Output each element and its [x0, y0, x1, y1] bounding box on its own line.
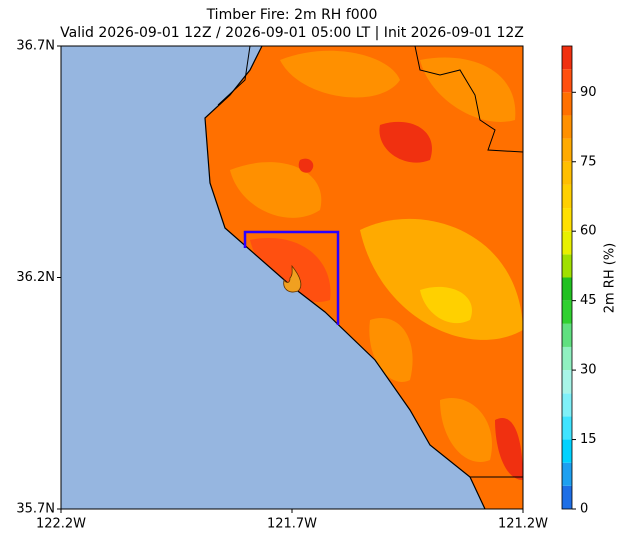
colorbar-segment	[562, 69, 572, 93]
colorbar-segment	[562, 323, 572, 347]
colorbar-frame	[561, 45, 573, 510]
colorbar-segment	[562, 462, 572, 486]
colorbar-segment	[562, 393, 572, 417]
colorbar-segment	[562, 485, 572, 509]
colorbar-label: 2m RH (%)	[603, 243, 618, 314]
y-tick-label: 36.2N	[16, 270, 55, 285]
colorbar-segment	[562, 208, 572, 232]
x-tick-label: 121.7W	[267, 517, 317, 532]
colorbar-segment	[562, 115, 572, 139]
colorbar-segment	[562, 138, 572, 162]
x-tick-label: 122.2W	[36, 517, 86, 532]
land-field	[205, 46, 523, 509]
fire-icon	[283, 264, 302, 293]
y-tick-label: 35.7N	[16, 502, 55, 517]
colorbar-segment	[562, 370, 572, 394]
colorbar-tick-label: 15	[580, 432, 597, 447]
chart-subtitle: Valid 2026-09-01 12Z / 2026-09-01 05:00 …	[60, 25, 524, 41]
chart-title: Timber Fire: 2m RH f000	[206, 7, 378, 23]
perimeter-box	[243, 230, 340, 325]
colorbar-tick-label: 0	[580, 502, 588, 517]
colorbar-tick-label: 90	[580, 85, 597, 100]
colorbar-tick-label: 60	[580, 224, 597, 239]
y-tick-label: 36.7N	[16, 39, 55, 54]
x-tick-label: 121.2W	[498, 517, 548, 532]
colorbar-segment	[562, 46, 572, 70]
colorbar-tick-label: 45	[580, 293, 597, 308]
colorbar-tick-label: 75	[580, 154, 597, 169]
colorbar-segment	[562, 184, 572, 209]
colorbar-segment	[562, 416, 572, 440]
colorbar-segment	[562, 300, 572, 324]
colorbar-segment	[562, 92, 572, 116]
boundary	[217, 45, 524, 478]
colorbar-tick-label: 30	[580, 363, 597, 378]
colorbar-segment	[562, 439, 572, 463]
colorbar-segment	[562, 277, 572, 301]
colorbar-segment	[562, 161, 572, 185]
colorbar-segment	[562, 231, 572, 255]
colorbar-segment	[562, 254, 572, 278]
colorbar-segment	[562, 346, 572, 371]
